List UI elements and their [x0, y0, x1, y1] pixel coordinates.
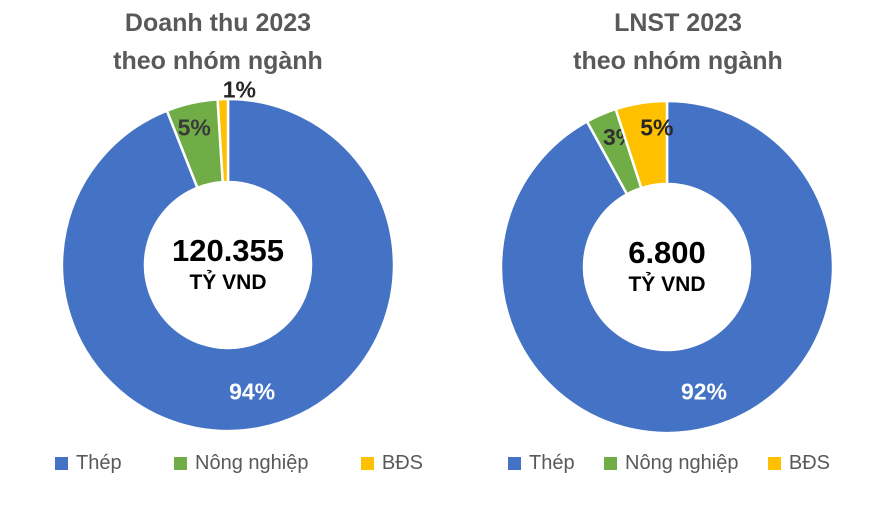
- chart-title-line2: theo nhóm ngành: [573, 47, 783, 75]
- lnst-legend: Thép Nông nghiệp BĐS: [508, 452, 830, 475]
- donut-segment-BĐS: [216, 97, 230, 184]
- legend-item-Thép: Thép: [508, 452, 575, 475]
- lnst-donut-chart: 92%3% 5%: [499, 99, 835, 435]
- center-unit: TỶ VND: [628, 273, 706, 296]
- legend-label: Nông nghiệp: [195, 452, 309, 474]
- segment-percent-label-BĐS: 5%: [640, 115, 673, 141]
- donut-segment-Thép: [499, 99, 835, 435]
- legend-item-BĐS: BĐS: [360, 452, 423, 475]
- segment-percent-label-Thép: 92%: [681, 379, 727, 405]
- doanh-thu-donut-chart: 94% 5% 1%: [60, 77, 396, 433]
- doanh-thu-center-label: 120.355 TỶ VND: [78, 233, 378, 297]
- legend-item-Nông nghiệp: Nông nghiệp: [174, 452, 308, 475]
- donut-segment-Thép: [60, 97, 396, 433]
- segment-percent-label-BĐS: 1%: [223, 77, 256, 103]
- legend-swatch-icon: [174, 457, 188, 470]
- legend-label: Thép: [76, 452, 122, 474]
- chart-title-line2: theo nhóm ngành: [113, 47, 323, 75]
- center-unit: TỶ VND: [189, 271, 267, 294]
- segment-percent-label-Nông nghiệp: 5%: [178, 114, 211, 140]
- legend-label: BĐS: [788, 452, 830, 474]
- lnst-center-label: 6.800 TỶ VND: [517, 235, 817, 299]
- center-value: 6.800: [628, 235, 706, 270]
- legend-swatch-icon: [508, 457, 521, 470]
- segment-percent-label-Thép: 94%: [229, 378, 275, 404]
- doanh-thu-legend: Thép Nông nghiệp BĐS: [55, 452, 423, 475]
- lnst-chart-title: LNST 2023 theo nhóm ngành: [470, 4, 872, 80]
- legend-item-BĐS: BĐS: [767, 452, 830, 475]
- donut-segment-BĐS: [614, 99, 669, 190]
- legend-item-Thép: Thép: [55, 452, 122, 475]
- legend-label: Thép: [529, 452, 575, 474]
- legend-item-Nông nghiệp: Nông nghiệp: [604, 452, 738, 475]
- legend-label: Nông nghiệp: [625, 452, 739, 474]
- doanh-thu-chart-title: Doanh thu 2023 theo nhóm ngành: [10, 4, 426, 80]
- center-value: 120.355: [171, 233, 285, 268]
- chart-title-line1: Doanh thu 2023: [124, 9, 312, 37]
- legend-swatch-icon: [767, 457, 781, 470]
- legend-swatch-icon: [360, 457, 374, 470]
- legend-swatch-icon: [55, 457, 68, 470]
- legend-label: BĐS: [381, 452, 423, 474]
- chart-title-line1: LNST 2023: [614, 9, 742, 37]
- legend-swatch-icon: [604, 457, 618, 470]
